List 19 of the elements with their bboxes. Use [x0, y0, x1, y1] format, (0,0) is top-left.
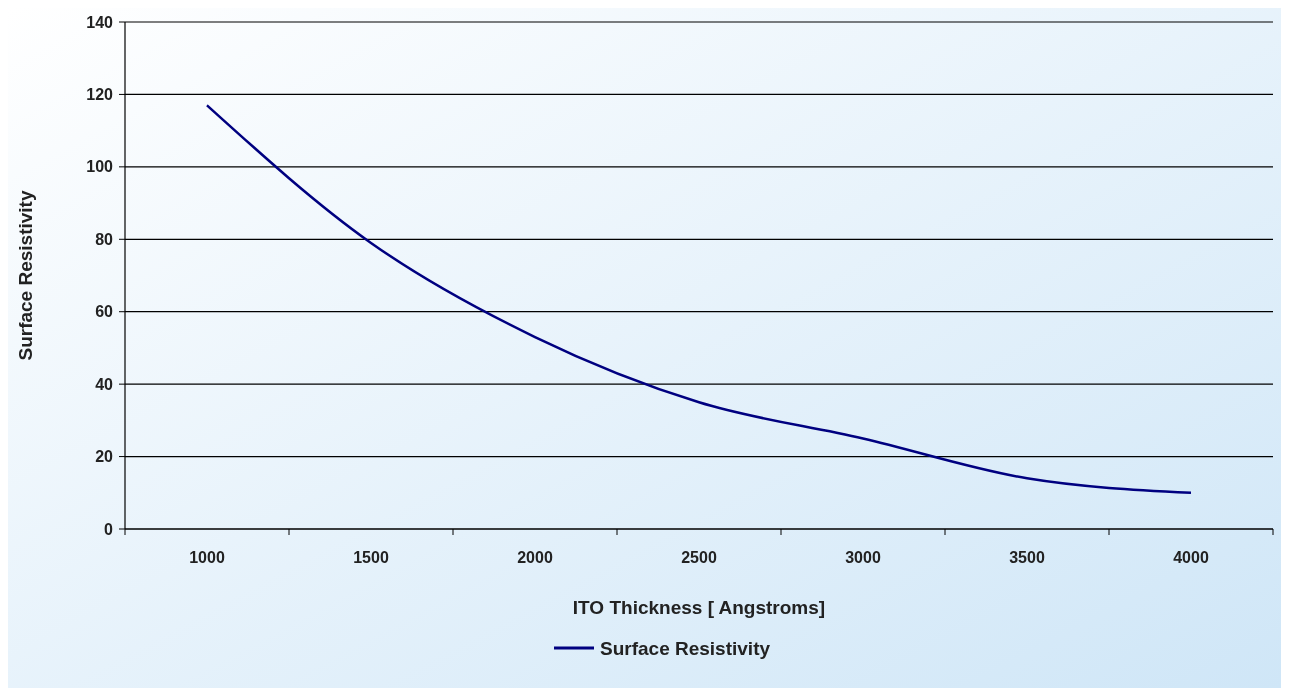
x-tick-label: 1000	[189, 549, 225, 566]
y-tick-label: 20	[95, 448, 114, 466]
x-tick-label: 2500	[681, 549, 717, 566]
x-axis-title: ITO Thickness [ Angstroms]	[572, 597, 826, 618]
x-tick-label: 4000	[1173, 549, 1209, 566]
line-series	[205, 104, 1193, 495]
y-axis-title: Surface Resistivity	[15, 190, 36, 361]
x-tick-label: 3000	[845, 549, 881, 566]
legend-label: Surface Resistivity	[600, 637, 771, 659]
x-tick-label: 3500	[1009, 549, 1045, 566]
y-tick-label: 0	[104, 520, 114, 538]
y-tick-label: 60	[95, 303, 114, 321]
y-tick-label: 80	[95, 230, 114, 248]
x-tick-label: 1500	[353, 549, 389, 566]
y-tick-label: 120	[86, 86, 114, 104]
y-tick-label: 40	[95, 375, 114, 393]
y-tick-label: 140	[86, 13, 114, 31]
y-tick-label: 100	[86, 158, 114, 176]
x-tick-label: 2000	[517, 549, 553, 566]
